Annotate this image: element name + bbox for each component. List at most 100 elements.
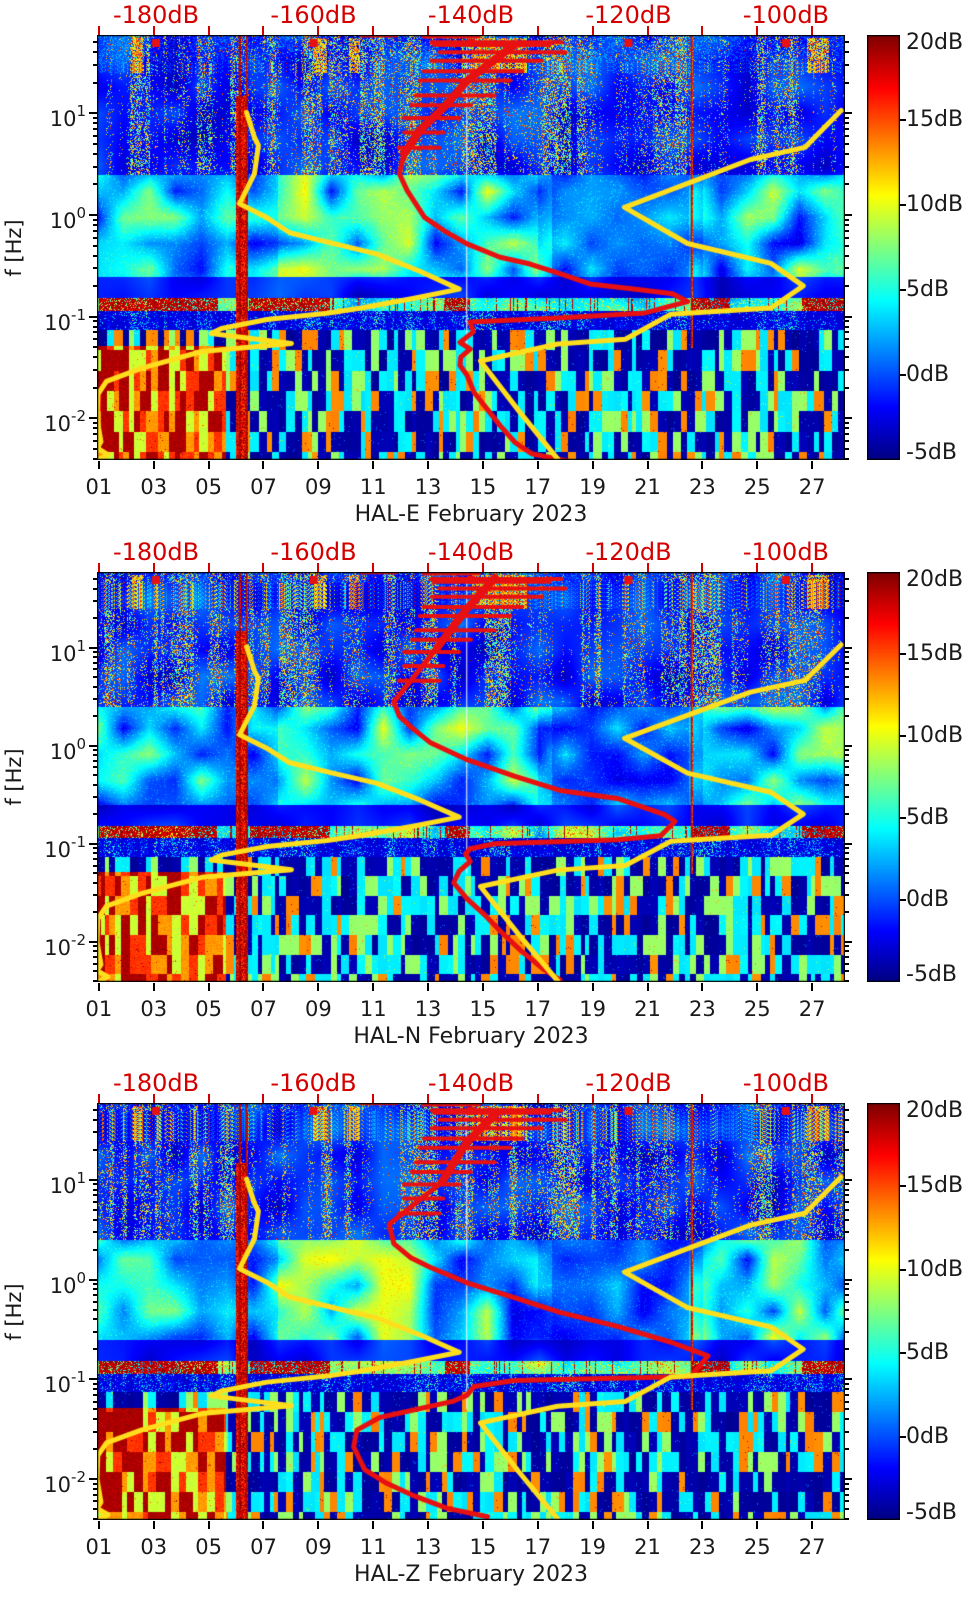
top-db-tick [427,1094,430,1103]
top-db-label: -100dB [742,1,830,29]
y-tick [93,346,97,349]
y-tick-right [845,1448,849,1451]
y-tick [93,1400,97,1403]
top-db-tick [262,1094,265,1103]
y-tick-right [845,894,849,897]
y-decade-exponent: -1 [71,1368,86,1387]
y-tick-right [845,676,849,679]
colorbar-tick-label: 5dB [906,1340,950,1366]
y-decade-label: 10-1 [44,1368,86,1398]
y-tick [93,41,97,44]
y-tick-right [845,214,852,217]
x-tick-label: 05 [195,997,222,1021]
top-db-tick [372,563,375,572]
y-tick-right [845,617,849,620]
top-db-tick [591,563,594,572]
y-tick [93,1248,97,1251]
y-tick [93,950,97,953]
colorbar [867,572,900,982]
x-tick [152,1521,155,1529]
y-tick-right [845,448,849,451]
y-tick-right [845,1478,852,1481]
y-tick-right [845,1318,849,1321]
y-tick [93,142,97,145]
y-tick-right [845,338,849,341]
y-tick [89,940,97,943]
y-tick [93,128,97,131]
y-tick-right [845,956,849,959]
x-tick [427,983,430,991]
top-db-label: -140dB [427,538,515,566]
colorbar-tick-label: 15dB [906,107,962,132]
y-tick [93,697,97,700]
colorbar-tick [900,735,906,737]
top-db-tick [97,563,100,572]
panel-title-hal-n: HAL-N February 2023 [353,1024,589,1049]
panel-title-hal-z: HAL-Z February 2023 [354,1562,588,1587]
y-tick-right [845,1393,849,1396]
x-tick-label: 27 [798,997,826,1021]
y-decade-label: 101 [49,636,86,666]
top-db-label: -120dB [585,1,672,29]
y-tick [93,945,97,948]
x-tick [591,461,594,469]
y-tick [93,356,97,359]
y-tick-right [845,940,852,943]
top-db-tick [811,563,814,572]
x-tick [701,1521,704,1529]
y-tick [93,1109,97,1112]
y-tick-right [845,1300,849,1303]
x-tick [701,461,704,469]
top-db-tick [701,1094,704,1103]
y-tick [93,1430,97,1433]
y-tick-right [845,142,849,145]
y-tick [93,244,97,247]
y-tick [93,152,97,155]
y-tick [93,795,97,798]
x-tick [481,983,484,991]
y-tick [93,1418,97,1421]
y-tick-right [845,117,849,120]
x-tick-label: 11 [359,997,387,1021]
top-db-tick [207,26,210,35]
x-tick [97,983,100,991]
y-tick-right [845,244,849,247]
y-tick [93,1118,97,1121]
x-tick [591,983,594,991]
top-db-label: -160dB [270,1,357,29]
panel-title-hal-e: HAL-E February 2023 [354,502,588,527]
y-tick [93,218,97,221]
y-tick-right [845,1487,849,1490]
y-tick [93,433,97,436]
x-tick [262,461,265,469]
y-decade-exponent: -1 [71,305,86,324]
y-tick-right [845,218,849,221]
colorbar-tick-label: 5dB [906,277,950,302]
y-tick-right [845,1408,849,1411]
y-tick-right [845,81,849,84]
y-tick [89,315,97,318]
y-tick [89,1478,97,1481]
y-decade-exponent: 1 [76,636,86,655]
y-tick-right [845,842,852,845]
y-tick [93,759,97,762]
y-tick-right [845,1208,849,1211]
y-tick-right [845,945,849,948]
top-db-tick [756,26,759,35]
y-tick-right [845,872,849,875]
y-decade-label: 100 [49,204,86,234]
x-tick [756,983,759,991]
y-tick [93,661,97,664]
y-tick [93,422,97,425]
colorbar-tick-label: 10dB [906,723,962,748]
x-tick-label: 17 [524,475,552,499]
top-db-tick [152,1094,155,1103]
y-tick [93,1348,97,1351]
top-db-tick [317,1094,320,1103]
y-tick-right [845,1383,849,1385]
x-tick-label: 27 [798,1535,826,1559]
y-tick-right [845,766,849,769]
spectrogram-canvas-hal-n [97,572,845,982]
y-decade-exponent: -2 [71,407,86,426]
x-tick-label: 13 [414,1535,442,1559]
